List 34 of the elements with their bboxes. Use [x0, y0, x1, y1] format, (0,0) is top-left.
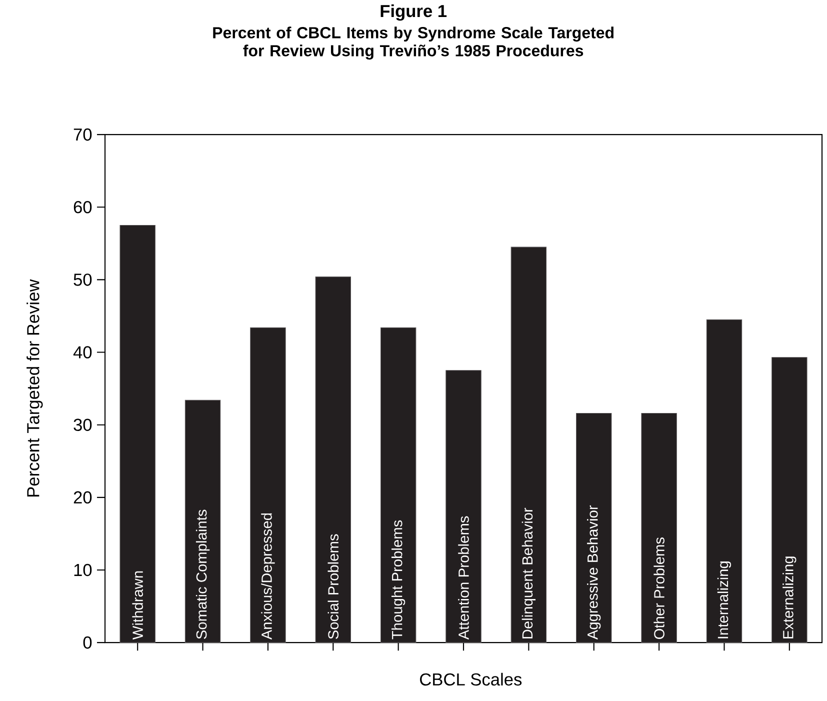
- chart-subtitle: Percent of CBCL Items by Syndrome Scale Targeted for Review Using Treviño’s 1985 Procedures: [213, 26, 614, 60]
- x-tick-label: Thought Problems: [391, 520, 406, 640]
- bar: [250, 328, 286, 644]
- x-tick-label: Withdrawn: [132, 572, 143, 640]
- y-tick-label: 0: [83, 636, 92, 649]
- y-axis-title: Percent Targeted for Review: [26, 279, 43, 497]
- x-tick-label: Other Problems: [654, 538, 664, 640]
- x-tick-label: Anxious/Depressed: [261, 514, 275, 640]
- bar: [510, 246, 547, 644]
- bar: [380, 328, 416, 644]
- bar: [772, 357, 808, 644]
- bar: [706, 320, 742, 644]
- bar: [446, 370, 482, 644]
- x-tick-label: Internalizing: [717, 562, 732, 638]
- x-axis-title: CBCL Scales: [420, 673, 522, 686]
- bar: [120, 225, 156, 644]
- bar: [576, 413, 612, 644]
- x-tick-label: Social Problems: [328, 534, 339, 640]
- y-tick-label: 20: [74, 491, 92, 504]
- y-tick-label: 70: [74, 128, 92, 141]
- x-tick-label: Externalizing: [782, 556, 796, 639]
- y-tick-label: 60: [74, 201, 92, 214]
- bar: [641, 413, 677, 644]
- x-tick-label: Delinquent Behavior: [522, 508, 536, 639]
- chart-title: Figure 1: [380, 4, 447, 21]
- x-tick-label: Aggressive Behavior: [587, 506, 601, 640]
- y-tick-label: 50: [74, 274, 92, 286]
- y-tick-label: 10: [74, 564, 92, 576]
- y-tick-label: 30: [74, 418, 92, 432]
- x-tick-label: Attention Problems: [458, 516, 469, 640]
- x-tick-label: Somatic Complaints: [196, 510, 210, 640]
- y-tick-label: 40: [73, 346, 92, 359]
- bar: [184, 400, 221, 644]
- bar: [315, 276, 352, 644]
